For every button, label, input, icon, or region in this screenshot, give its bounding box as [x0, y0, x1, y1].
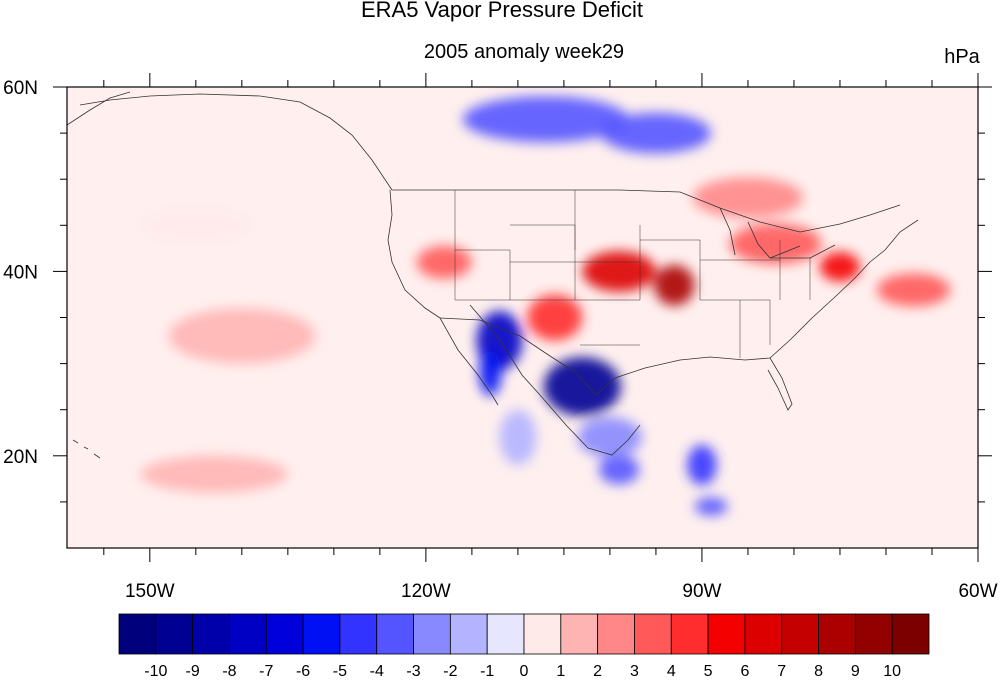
colorbar-tick-label: 4 — [667, 663, 676, 680]
colorbar-tick-label: -3 — [406, 663, 420, 680]
map-ticks — [53, 73, 992, 562]
y-tick-label: 40N — [3, 262, 38, 283]
colorbar-swatch — [376, 613, 414, 655]
anomaly-region — [876, 273, 951, 307]
colorbar-tick-label: 8 — [814, 663, 823, 680]
units-label: hPa — [944, 46, 980, 68]
anomaly-region — [479, 349, 502, 396]
colorbar-swatch — [265, 613, 304, 655]
colorbar-tick-label: -4 — [370, 663, 384, 680]
colorbar-swatch — [781, 613, 819, 655]
canada-west-coastline — [79, 93, 393, 191]
anomaly-region — [600, 112, 712, 154]
anomaly-region — [687, 444, 717, 486]
colorbar-tick-label: -1 — [480, 663, 494, 680]
colorbar-swatch — [449, 613, 488, 655]
colorbar-tick-label: 5 — [704, 663, 713, 680]
colorbar-swatch — [192, 613, 230, 655]
colorbar-tick-label: -10 — [144, 663, 167, 680]
figure-title: ERA5 Vapor Pressure Deficit — [361, 0, 643, 22]
colorbar-tick-label: 0 — [520, 663, 529, 680]
map-panel — [67, 87, 978, 548]
colorbar-swatch — [155, 613, 194, 655]
colorbar-tick-label: 3 — [630, 663, 639, 680]
colorbar-swatch — [891, 613, 930, 655]
colorbar-swatch — [523, 613, 562, 655]
colorbar-swatch — [486, 613, 525, 655]
colorbar-tick-label: -8 — [222, 663, 236, 680]
colorbar-tick-label: -5 — [333, 663, 347, 680]
colorbar-tick-label: -7 — [259, 663, 273, 680]
colorbar-swatch — [634, 613, 672, 655]
anomaly-region — [416, 245, 472, 279]
colorbar-swatch — [670, 613, 709, 655]
x-tick-label: 60W — [958, 581, 997, 602]
y-tick-label: 20N — [3, 447, 38, 468]
colorbar: -10 -9 -8 -7 -6 -5 -4 -3 -2 -1 0 1 2 3 4 5 6 7 8 9 10 — [118, 613, 930, 680]
hawaii-islands — [72, 439, 101, 459]
anomaly-region — [577, 417, 643, 458]
anomaly-region — [527, 294, 583, 341]
x-tick-label: 120W — [401, 581, 451, 602]
us-west-coastline — [387, 189, 441, 319]
anomaly-region — [140, 455, 288, 493]
anomaly-region — [598, 454, 640, 485]
state-borders — [454, 190, 811, 358]
anomaly-region — [819, 252, 861, 282]
x-tick-label: 90W — [682, 581, 721, 602]
anomaly-region — [543, 357, 621, 417]
colorbar-swatch — [707, 613, 746, 655]
figure-subtitle: 2005 anomaly week29 — [424, 41, 624, 63]
colorbar-swatch — [744, 613, 783, 655]
colorbar-tick-label: -9 — [186, 663, 200, 680]
anomaly-region — [582, 251, 656, 292]
gulf-coastline — [595, 356, 771, 396]
colorbar-tick-label: 10 — [883, 663, 901, 680]
colorbar-swatch — [818, 613, 856, 655]
anomaly-region — [462, 96, 629, 143]
mexico-coastline — [469, 304, 641, 456]
us-canada-border — [392, 189, 901, 233]
colorbar-tick-label: 2 — [593, 663, 602, 680]
anomaly-region — [499, 409, 537, 466]
colorbar-swatch — [302, 613, 341, 655]
x-tick-label: 150W — [125, 581, 175, 602]
colorbar-tick-label: -6 — [296, 663, 310, 680]
alaska-coastline — [67, 91, 131, 126]
anomaly-region — [140, 206, 252, 244]
colorbar-swatch — [560, 613, 599, 655]
colorbar-swatch — [118, 613, 157, 655]
colorbar-tick-label: 6 — [740, 663, 749, 680]
colorbar-swatch — [229, 613, 267, 655]
us-mexico-border — [439, 317, 597, 396]
us-east-coastline — [769, 219, 919, 359]
y-tick-label: 60N — [3, 78, 38, 99]
colorbar-tick-label: 7 — [777, 663, 786, 680]
colorbar-swatch — [413, 613, 451, 655]
baja-peninsula-outline — [439, 317, 499, 406]
colorbar-tick-label: 1 — [556, 663, 565, 680]
florida-outline — [767, 357, 793, 411]
anomaly-region — [654, 264, 695, 306]
y-tick-labels: 60N 40N 20N — [3, 78, 38, 468]
colorbar-swatch — [597, 613, 635, 655]
country-state-outlines — [67, 91, 919, 459]
anomaly-region — [692, 177, 804, 218]
colorbar-swatch — [339, 613, 378, 655]
anomaly-region — [729, 223, 822, 265]
colorbar-tick-label: -2 — [443, 663, 457, 680]
x-tick-labels: 150W 120W 90W 60W — [125, 581, 998, 602]
colorbar-tick-label: 9 — [851, 663, 860, 680]
anomaly-region — [168, 308, 316, 364]
anomaly-region — [694, 497, 728, 516]
colorbar-swatch — [854, 613, 893, 655]
